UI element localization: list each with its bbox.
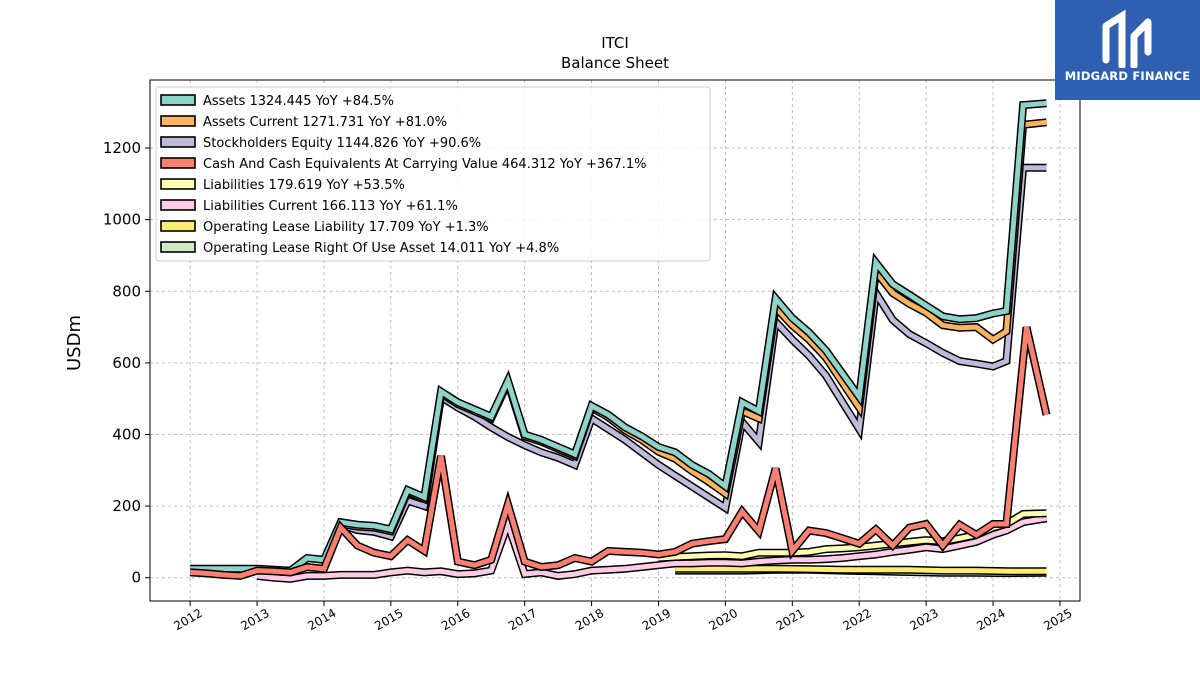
legend-box [155,86,711,262]
legend-swatch-assets [160,94,196,106]
plot-frame [149,79,1081,602]
x-tick-label: 2020 [707,606,740,633]
x-tick-label: 2025 [1041,606,1074,633]
x-tick-label: 2021 [774,606,807,633]
series-line-cash-and-cash-equivalents-at-carrying-value [189,326,1049,579]
y-tick-label: 200 [112,497,141,515]
x-tick-label: 2014 [305,606,338,633]
legend-label-stockholders-equity: Stockholders Equity 1144.826 YoY +90.6% [203,136,481,151]
x-tick-label: 2018 [573,606,606,633]
legend-label-operating-lease-right-of-use-asset: Operating Lease Right Of Use Asset 14.01… [203,241,559,256]
series-group [189,99,1051,583]
x-tick-label: 2012 [171,606,204,633]
legend: Assets 1324.445 YoY +84.5% Assets Current… [155,86,711,262]
x-tick-label: 2024 [974,606,1007,633]
brand-mark-icon [1102,9,1152,68]
x-tick-label: 2017 [506,606,539,633]
grid-lines [150,80,1080,601]
legend-swatch-stockholders-equity [160,136,196,148]
midgard-finance-logo: MIDGARD FINANCE [1055,0,1200,100]
legend-label-operating-lease-liability: Operating Lease Liability 17.709 YoY +1.… [203,220,489,235]
legend-swatch-cash-and-cash-equivalents-at-carrying-value [160,157,196,169]
legend-swatch-liabilities-current [160,199,196,211]
x-tick-label: 2015 [372,606,405,633]
legend-label-cash-and-cash-equivalents-at-carrying-value: Cash And Cash Equivalents At Carrying Va… [203,157,646,172]
x-tick-label: 2023 [907,606,940,633]
legend-swatch-operating-lease-liability [160,220,196,232]
legend-label-liabilities-current: Liabilities Current 166.113 YoY +61.1% [203,199,458,214]
x-tick-label: 2016 [439,606,472,633]
y-tick-label: 1200 [103,139,141,157]
y-tick-label: 400 [112,425,141,443]
x-axis: 2012 2013 2014 2015 2016 2017 2018 2019 2020 2021… [171,601,1075,633]
legend-swatch-operating-lease-right-of-use-asset [160,241,196,253]
legend-label-liabilities: Liabilities 179.619 YoY +53.5% [203,178,405,193]
series-line-liabilities-current [256,515,1047,582]
y-axis: 0 200 400 600 800 1000 1200 [103,139,150,587]
legend-label-assets: Assets 1324.445 YoY +84.5% [203,94,394,109]
y-tick-label: 1000 [103,211,141,229]
y-tick-label: 0 [131,569,141,587]
legend-swatch-liabilities [160,178,196,190]
chart-subtitle: Balance Sheet [561,54,669,72]
legend-swatch-assets-current [160,115,196,127]
x-tick-label: 2013 [238,606,271,633]
chart-title: ITCI [601,34,629,52]
x-tick-label: 2019 [640,606,673,633]
y-tick-label: 600 [112,354,141,372]
y-axis-label: USDm [64,315,85,371]
brand-name: MIDGARD FINANCE [1064,69,1191,83]
y-tick-label: 800 [112,282,141,300]
x-tick-label: 2022 [840,606,873,633]
legend-label-assets-current: Assets Current 1271.731 YoY +81.0% [203,115,447,130]
series-line-operating-lease-liability [675,566,1047,574]
